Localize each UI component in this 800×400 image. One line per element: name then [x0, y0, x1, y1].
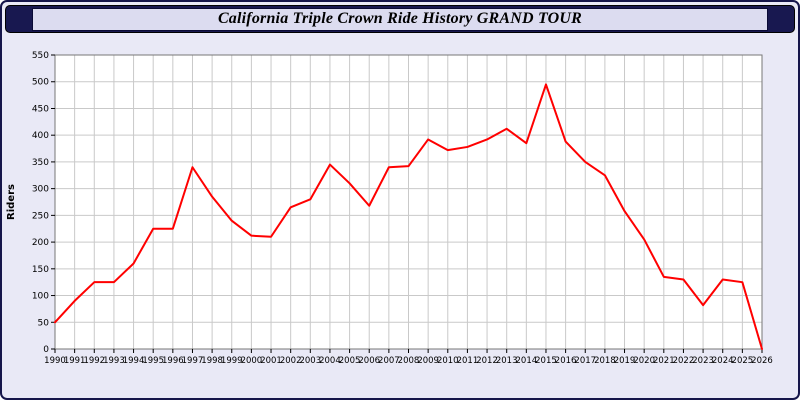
x-tick-label: 1995: [142, 356, 164, 366]
x-tick-label: 2008: [398, 356, 420, 366]
page-title: California Triple Crown Ride History GRA…: [32, 7, 768, 31]
x-tick-label: 2002: [280, 356, 302, 366]
x-tick-label: 2019: [614, 356, 636, 366]
riders-series-line: [54, 83, 763, 350]
x-tick-label: 2016: [555, 356, 577, 366]
y-tick-label: 450: [32, 104, 49, 114]
x-tick-label: 2001: [260, 356, 282, 366]
y-tick-label: 50: [38, 318, 50, 328]
x-tick-label: 2013: [496, 356, 518, 366]
title-bar: California Triple Crown Ride History GRA…: [5, 5, 795, 33]
x-tick-label: 2004: [319, 356, 341, 366]
x-tick-label: 2017: [574, 356, 596, 366]
x-tick-label: 1990: [44, 356, 66, 366]
x-tick-label: 2005: [339, 356, 361, 366]
y-tick-label: 300: [32, 185, 49, 195]
x-tick-label: 2018: [594, 356, 616, 366]
y-tick-label: 550: [32, 51, 49, 61]
x-tick-label: 2026: [751, 356, 773, 366]
x-tick-label: 2020: [633, 356, 655, 366]
chart-container: 0 50 100 150 200 250 300 350 400 450 500 550 1990 199…: [2, 41, 798, 398]
x-tick-label: 1997: [182, 356, 204, 366]
y-tick-label: 0: [43, 345, 49, 355]
y-tick-label: 250: [32, 211, 49, 221]
x-tick-label: 1996: [162, 356, 184, 366]
x-tick-label: 1994: [123, 356, 145, 366]
y-tick-label: 400: [32, 131, 49, 141]
x-tick-label: 2022: [673, 356, 695, 366]
x-tick-label: 2009: [417, 356, 439, 366]
y-tick-label: 500: [32, 78, 49, 88]
x-tick-label: 1992: [83, 356, 105, 366]
x-tick-label: 2000: [241, 356, 263, 366]
x-tick-label: 2012: [476, 356, 498, 366]
x-tick-label: 2007: [378, 356, 400, 366]
x-tick-label: 2025: [732, 356, 754, 366]
x-tick-label: 1998: [201, 356, 223, 366]
x-tick-label: 2006: [358, 356, 380, 366]
y-tick-label: 350: [32, 158, 49, 168]
x-tick-label: 2021: [653, 356, 675, 366]
x-tick-label: 2024: [712, 356, 734, 366]
x-tick-label: 2023: [692, 356, 714, 366]
y-tick-label: 100: [32, 292, 49, 302]
y-axis-title: Riders: [6, 184, 17, 220]
y-tick-label: 150: [32, 265, 49, 275]
y-tick-label: 200: [32, 238, 49, 248]
x-tick-label: 2010: [437, 356, 459, 366]
riders-line-chart: 0501001502002503003504004505005501990199…: [6, 51, 773, 366]
x-tick-label: 2003: [299, 356, 321, 366]
x-tick-label: 1999: [221, 356, 243, 366]
x-tick-label: 2011: [457, 356, 479, 366]
x-tick-label: 1993: [103, 356, 125, 366]
x-tick-label: 2015: [535, 356, 557, 366]
x-tick-label: 2014: [516, 356, 538, 366]
x-tick-label: 1991: [64, 356, 86, 366]
